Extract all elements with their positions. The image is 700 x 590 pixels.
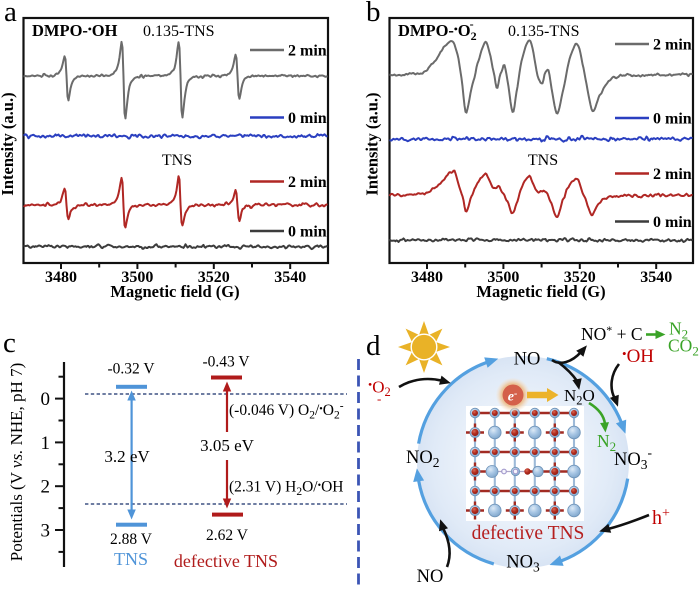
svg-text:3.2 eV: 3.2 eV (104, 447, 150, 466)
svg-text:Intensity (a.u.): Intensity (a.u.) (0, 92, 17, 195)
svg-text:NO2: NO2 (406, 448, 439, 470)
svg-text:(2.31 V) H2O/•OH: (2.31 V) H2O/•OH (229, 479, 343, 499)
svg-text:3500: 3500 (121, 269, 153, 286)
svg-text:•OH: •OH (622, 346, 654, 367)
svg-text:2.62 V: 2.62 V (206, 527, 249, 544)
svg-text:TNS: TNS (162, 152, 192, 169)
svg-text:0.135-TNS: 0.135-TNS (143, 23, 215, 40)
svg-text:b: b (366, 0, 381, 28)
svg-text:Magnetic field (G): Magnetic field (G) (476, 282, 605, 301)
svg-text:TNS: TNS (528, 152, 558, 169)
svg-text:0 min: 0 min (653, 111, 692, 128)
svg-text:-: - (377, 391, 381, 406)
svg-text:3520: 3520 (198, 269, 230, 286)
svg-text:2 min: 2 min (653, 166, 692, 183)
svg-text:3540: 3540 (274, 269, 306, 286)
svg-text:2 min: 2 min (288, 174, 327, 191)
svg-text:3520: 3520 (564, 269, 596, 286)
svg-text:NO3-: NO3- (614, 445, 652, 472)
svg-text:0 min: 0 min (288, 110, 327, 127)
svg-text:Magnetic field (G): Magnetic field (G) (110, 282, 239, 301)
svg-text:0 min: 0 min (288, 224, 327, 241)
svg-text:3.05 eV: 3.05 eV (200, 436, 255, 455)
svg-text:2 min: 2 min (288, 43, 327, 60)
svg-text:Intensity (a.u.): Intensity (a.u.) (363, 92, 382, 195)
svg-text:defective TNS: defective TNS (174, 551, 278, 571)
svg-text:2 min: 2 min (653, 37, 692, 54)
svg-text:-0.32 V: -0.32 V (107, 361, 155, 378)
svg-text:a: a (4, 0, 17, 28)
svg-text:3500: 3500 (487, 269, 519, 286)
svg-text:NO: NO (417, 567, 444, 585)
svg-text:0.135-TNS: 0.135-TNS (508, 23, 580, 40)
svg-text:CO2: CO2 (668, 336, 699, 359)
svg-text:DMPO-•O2-: DMPO-•O2- (398, 17, 477, 43)
svg-text:1: 1 (41, 433, 51, 454)
svg-text:2: 2 (41, 477, 51, 498)
svg-text:N2O: N2O (564, 386, 595, 408)
svg-text:NO: NO (514, 350, 541, 370)
svg-text:3: 3 (41, 521, 51, 542)
svg-text:Potentials (V vs. NHE, pH 7): Potentials (V vs. NHE, pH 7) (7, 363, 26, 562)
svg-text:0 min: 0 min (653, 214, 692, 231)
svg-text:d: d (366, 330, 381, 362)
svg-text:(-0.046 V) O2/•O2-: (-0.046 V) O2/•O2- (229, 401, 344, 422)
svg-text:NO* + C: NO* + C (581, 323, 643, 344)
svg-text:DMPO-•OH: DMPO-•OH (32, 21, 118, 40)
svg-text:-0.43 V: -0.43 V (202, 354, 250, 371)
svg-text:defective TNS: defective TNS (472, 523, 585, 544)
svg-text:•O2: •O2 (368, 378, 391, 400)
svg-text:0: 0 (41, 389, 51, 410)
svg-text:2.88 V: 2.88 V (110, 531, 153, 548)
svg-text:e-: e- (508, 389, 518, 405)
svg-text:3480: 3480 (411, 269, 443, 286)
svg-text:NO3: NO3 (506, 553, 540, 575)
svg-text:3540: 3540 (640, 269, 672, 286)
svg-text:c: c (3, 327, 16, 359)
svg-text:TNS: TNS (114, 549, 148, 569)
svg-text:3480: 3480 (45, 269, 77, 286)
